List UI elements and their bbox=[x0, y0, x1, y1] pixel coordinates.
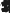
Text: 55: 55 bbox=[6, 0, 10, 13]
Polygon shape bbox=[3, 3, 7, 4]
Text: Nov. 10, 2011  Sheet 8 of 16: Nov. 10, 2011 Sheet 8 of 16 bbox=[0, 0, 10, 8]
Text: Patent Application Publication: Patent Application Publication bbox=[2, 0, 10, 8]
Text: 54: 54 bbox=[3, 0, 10, 12]
Text: US 2011/0271552 A1: US 2011/0271552 A1 bbox=[0, 0, 8, 8]
Text: 53: 53 bbox=[7, 0, 10, 13]
Text: 54: 54 bbox=[3, 2, 10, 13]
Text: Figure 9: Figure 9 bbox=[3, 0, 10, 13]
Polygon shape bbox=[3, 9, 6, 11]
